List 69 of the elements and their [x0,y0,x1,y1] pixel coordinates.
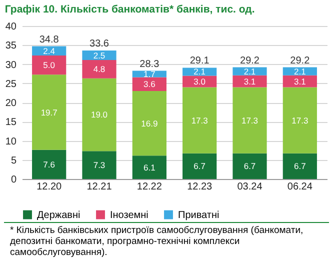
bar [82,60,116,78]
total-label: 34.8 [39,34,60,46]
data-label: 19.7 [40,107,58,118]
bar [182,87,217,154]
bar [32,55,66,75]
data-label: 7.6 [43,159,56,170]
y-tick-label: 20 [5,98,17,109]
y-tick-label: 30 [5,60,17,71]
data-label: 3.0 [194,76,206,86]
bar [82,50,116,60]
bar [232,87,267,154]
bar [82,151,116,179]
data-label: 6.7 [194,161,206,172]
data-label: 4.8 [93,64,106,74]
legend-label: Приватні [178,210,220,221]
data-label: 17.3 [191,115,208,126]
data-label: 3.6 [144,79,156,90]
data-label: 6.7 [244,161,256,172]
data-label: 17.3 [292,115,308,126]
legend-label: Іноземні [110,210,148,221]
chart-title: Графік 10. Кількість банкоматів* банків, тис. од. [4,4,255,16]
bar [282,153,317,179]
bar [82,78,116,152]
bar [132,77,166,92]
bar [232,153,267,179]
y-tick-label: 40 [5,22,17,32]
data-label: 2.1 [294,66,306,76]
x-tick-label: 12.20 [36,182,62,192]
data-label: 17.3 [241,115,258,126]
data-label: 5.0 [43,60,56,70]
bar [32,74,66,150]
data-label: 2.4 [43,46,56,56]
total-label: 28.3 [140,58,160,70]
data-label: 2.1 [194,66,206,77]
text: * Кількість банківських пристроїв самообслуговування (банкомати, депозитні банкомати, програмно-технічні комплекси самообслуговування). [4,222,329,258]
bar [232,67,267,76]
total-label: 29.1 [190,56,210,67]
data-label: 6.7 [294,161,306,172]
x-tick-label: 03.24 [237,182,263,192]
data-label: 2.5 [93,50,106,60]
bar [32,150,66,179]
data-label: 3.1 [244,76,256,86]
x-tick-label: 06.24 [287,182,313,192]
total-label: 33.6 [90,38,110,50]
y-tick-label: 0 [10,174,17,186]
y-tick-label: 25 [5,78,17,90]
x-tick-label: 12.23 [187,182,213,192]
data-label: 6.1 [144,162,156,172]
total-label: 29.2 [240,55,260,66]
total-label: 29.2 [290,55,310,66]
y-tick-label: 35 [5,40,17,52]
data-label: 3.1 [294,76,306,86]
y-tick-label: 10 [5,136,17,148]
data-label: 2.1 [244,66,256,76]
data-label: 19.0 [90,110,108,120]
data-label: 7.3 [93,160,106,170]
y-tick-label: 15 [5,117,17,128]
x-tick-label: 12.22 [136,182,162,192]
data-label: 1.7 [144,69,156,80]
y-tick-label: 5 [10,155,17,166]
bar [182,153,217,179]
bar [132,91,166,156]
bar [182,76,217,88]
bar [282,87,317,154]
data-label: 16.9 [141,118,158,128]
x-tick-label: 12.21 [86,182,112,192]
bar [132,156,166,179]
bar [232,75,267,88]
legend-label: Державні [37,210,80,221]
